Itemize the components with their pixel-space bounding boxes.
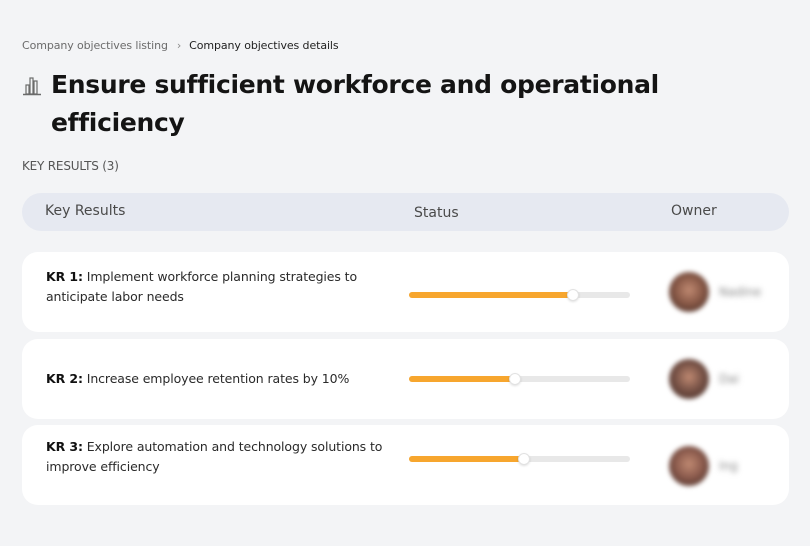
key-result-prefix: KR 2: xyxy=(46,371,83,386)
progress-thumb[interactable] xyxy=(517,453,530,465)
progress-bar[interactable] xyxy=(409,453,630,465)
key-result-description: Increase employee retention rates by 10% xyxy=(82,371,350,386)
key-result-row-3[interactable]: KR 3: Explore automation and technology … xyxy=(22,425,789,505)
owner-name: Ing xyxy=(719,459,738,473)
avatar xyxy=(669,446,709,486)
avatar xyxy=(669,272,709,312)
progress-thumb[interactable] xyxy=(566,289,579,301)
column-header-key-results: Key Results xyxy=(45,203,126,219)
page-title: Ensure sufficient workforce and operatio… xyxy=(51,70,659,137)
bar-chart-icon xyxy=(22,74,42,96)
title-row: Ensure sufficient workforce and operatio… xyxy=(22,66,671,142)
progress-fill xyxy=(409,456,524,462)
key-result-text: KR 3: Explore automation and technology … xyxy=(46,437,386,477)
owner-name: Dai xyxy=(719,372,739,386)
column-header-status: Status xyxy=(414,205,459,221)
chevron-right-icon: › xyxy=(176,39,182,52)
key-result-text: KR 2: Increase employee retention rates … xyxy=(46,369,386,389)
key-result-row-1[interactable]: KR 1: Implement workforce planning strat… xyxy=(22,252,789,332)
owner[interactable]: Dai xyxy=(669,359,739,399)
key-result-prefix: KR 3: xyxy=(46,439,83,454)
progress-bar[interactable] xyxy=(409,289,630,301)
key-result-description: Explore automation and technology soluti… xyxy=(46,439,383,474)
column-header-owner: Owner xyxy=(671,203,717,219)
progress-bar[interactable] xyxy=(409,373,630,385)
breadcrumb-current: Company objectives details xyxy=(189,39,339,52)
owner[interactable]: Nadine xyxy=(669,272,761,312)
breadcrumb-link-listing[interactable]: Company objectives listing xyxy=(22,39,168,52)
breadcrumb: Company objectives listing › Company obj… xyxy=(22,39,339,52)
avatar xyxy=(669,359,709,399)
progress-thumb[interactable] xyxy=(509,373,522,385)
key-result-text: KR 1: Implement workforce planning strat… xyxy=(46,267,386,307)
key-result-description: Implement workforce planning strategies … xyxy=(46,269,358,304)
key-results-count-label: KEY RESULTS (3) xyxy=(22,159,119,173)
key-result-row-2[interactable]: KR 2: Increase employee retention rates … xyxy=(22,339,789,419)
owner-name: Nadine xyxy=(719,285,762,299)
owner[interactable]: Ing xyxy=(669,446,738,486)
table-header: Key Results Status Owner xyxy=(22,193,789,231)
key-result-prefix: KR 1: xyxy=(46,269,83,284)
progress-fill xyxy=(409,376,516,382)
progress-fill xyxy=(409,292,573,298)
